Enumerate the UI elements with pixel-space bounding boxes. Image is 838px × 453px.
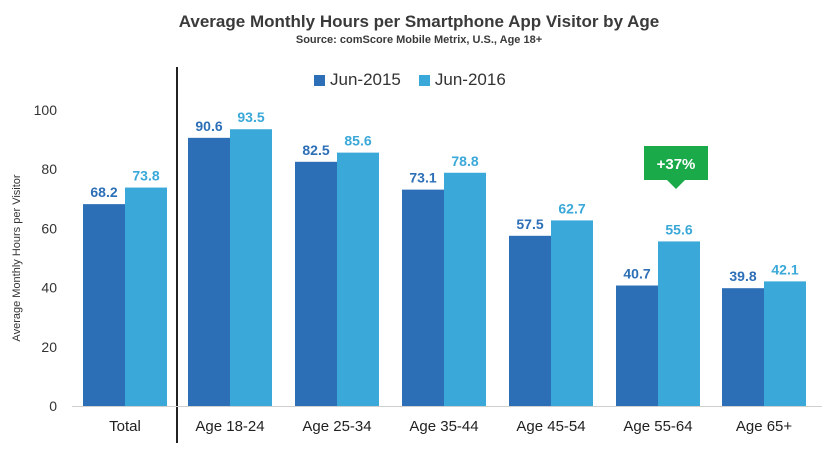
- data-label: 93.5: [237, 109, 264, 125]
- y-tick-label: 80: [41, 161, 57, 177]
- bar-jun-2016: [125, 187, 167, 406]
- y-tick-label: 0: [49, 398, 57, 414]
- bar-jun-2016: [337, 152, 379, 406]
- bar-jun-2015: [188, 137, 230, 406]
- y-tick-label: 100: [34, 102, 58, 118]
- data-label: 85.6: [344, 133, 371, 149]
- data-label: 62.7: [558, 200, 585, 216]
- x-tick-label: Age 18-24: [195, 418, 264, 435]
- bar-jun-2016: [551, 220, 593, 406]
- data-label: 57.5: [516, 216, 543, 232]
- x-tick-label: Total: [109, 418, 141, 435]
- data-label: 42.1: [771, 261, 798, 277]
- data-label: 39.8: [729, 268, 756, 284]
- data-label: 40.7: [623, 266, 650, 282]
- legend-label-jun-2016: Jun-2016: [434, 70, 506, 89]
- bar-jun-2015: [616, 285, 658, 406]
- legend-swatch-jun-2015: [314, 74, 325, 86]
- legend-item-jun-2015: Jun-2015: [314, 70, 401, 90]
- data-label: 55.6: [665, 221, 692, 237]
- data-label: 82.5: [302, 142, 329, 158]
- bar-jun-2016: [764, 281, 806, 406]
- data-label: 68.2: [90, 184, 117, 200]
- legend-item-jun-2016: Jun-2016: [418, 70, 506, 90]
- legend-label-jun-2015: Jun-2015: [330, 70, 401, 89]
- data-label: 90.6: [195, 118, 222, 134]
- legend-swatch-jun-2016: [418, 74, 430, 86]
- y-tick-label: 20: [41, 339, 57, 355]
- bar-jun-2015: [722, 288, 764, 406]
- chart-subtitle: Source: comScore Mobile Metrix, U.S., Ag…: [295, 34, 543, 46]
- bar-jun-2015: [509, 235, 551, 406]
- bar-jun-2015: [295, 161, 337, 406]
- bar-jun-2016: [444, 172, 486, 406]
- callout-label: +37%: [657, 156, 696, 173]
- x-tick-label: Age 55-64: [623, 418, 692, 435]
- bar-jun-2016: [230, 129, 272, 407]
- callout-badge: [644, 146, 708, 189]
- x-tick-label: Age 25-34: [302, 418, 371, 435]
- y-tick-label: 60: [41, 220, 57, 236]
- data-label: 73.1: [409, 170, 436, 186]
- chart-title: Average Monthly Hours per Smartphone App…: [178, 12, 660, 31]
- y-tick-label: 40: [41, 280, 57, 296]
- y-axis-title: Average Monthly Hours per Visitor: [11, 174, 23, 341]
- data-label: 78.8: [451, 153, 478, 169]
- data-label: 73.8: [132, 168, 159, 184]
- legend: Jun-2015 Jun-2016: [314, 70, 524, 90]
- bar-jun-2015: [83, 204, 125, 406]
- x-tick-label: Age 45-54: [516, 418, 585, 435]
- bar-jun-2015: [402, 189, 444, 406]
- x-tick-label: Age 35-44: [409, 418, 478, 435]
- bar-jun-2016: [658, 241, 700, 406]
- x-tick-label: Age 65+: [736, 418, 793, 435]
